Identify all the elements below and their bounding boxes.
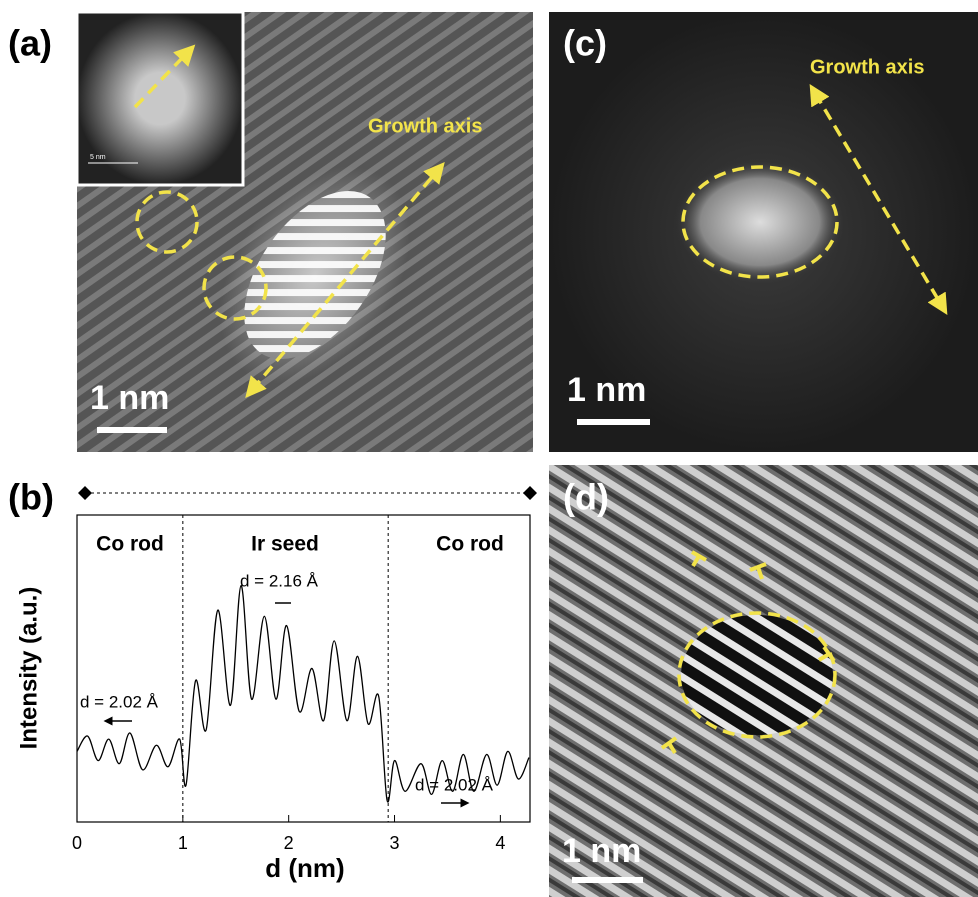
region-label: Co rod (96, 533, 164, 556)
plot-frame (76, 514, 531, 823)
seed-region (681, 615, 833, 735)
x-axis-label: d (nm) (265, 853, 344, 883)
panel-b: (b) d (nm) Intensity (a.u.) 0 1 2 3 4 Co rod I… (8, 477, 537, 883)
growth-label: Growth axis (810, 56, 924, 78)
inset-image (75, 10, 245, 187)
x-tick-label: 2 (284, 833, 294, 853)
inset-scale-text: 5 nm (90, 154, 106, 161)
panel-label: (a) (8, 23, 52, 64)
scale-text: 1 nm (562, 832, 641, 870)
spacing-label: d = 2.02 Å (80, 692, 159, 711)
region-label: Co rod (436, 533, 504, 556)
circle (135, 190, 199, 254)
x-tick-label: 3 (390, 833, 400, 853)
panel-c: Growth axis 1 nm (c) (549, 12, 978, 452)
x-tick-label: 0 (72, 833, 82, 853)
ellipse (677, 611, 837, 739)
spacing-arrows (108, 602, 465, 803)
scale-text: 1 nm (567, 371, 646, 409)
y-axis-label: Intensity (a.u.) (15, 587, 42, 750)
x-tick-label: 4 (495, 833, 505, 853)
panel-label: (d) (563, 477, 609, 518)
spacing-label: d = 2.16 Å (240, 571, 319, 590)
region-label: Ir seed (251, 533, 319, 556)
scale-bar (577, 419, 650, 425)
panel-d: 1 nm (d) (549, 465, 978, 897)
x-tick-label: 1 (178, 833, 188, 853)
panel-label: (c) (563, 23, 607, 64)
panel-label: (b) (8, 477, 54, 518)
scale-bar (97, 427, 167, 433)
ir-seed (675, 160, 845, 284)
scale-text: 1 nm (90, 379, 169, 417)
intensity-line (76, 584, 530, 803)
growth-label: Growth axis (368, 115, 482, 137)
growth-arrow (809, 83, 948, 316)
spacing-label: d = 2.02 Å (415, 775, 494, 794)
scale-bar (572, 877, 643, 883)
growth-arrow (245, 161, 445, 399)
dislocation-symbols (660, 550, 836, 755)
inset-arrow (133, 44, 196, 109)
